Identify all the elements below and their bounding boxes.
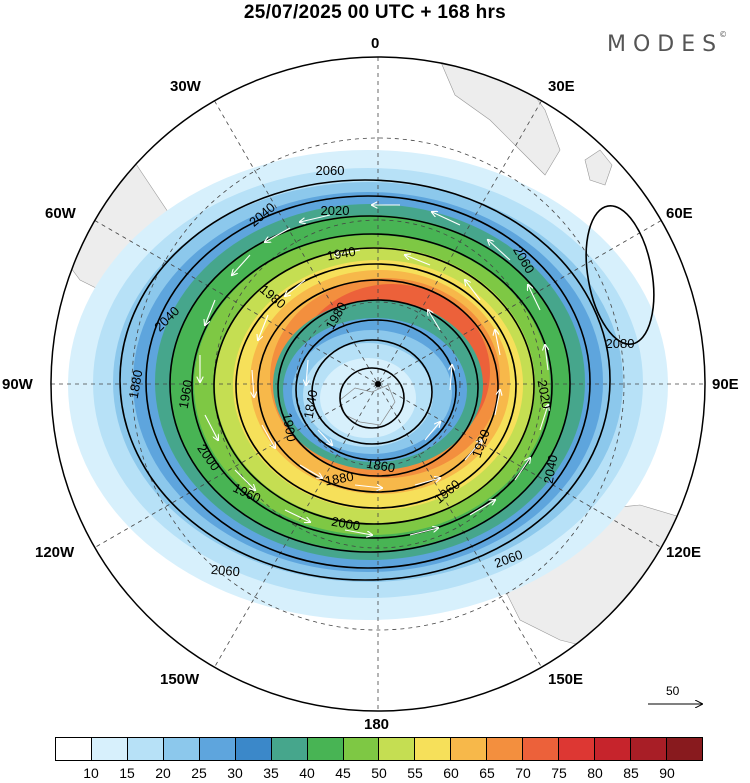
colorbar-swatch [487,738,524,760]
contour-label: 1940 [326,244,357,264]
colorbar-tick-label: 35 [263,765,279,781]
lon-label-180: 180 [364,716,390,733]
contour-label: 2020 [535,379,555,410]
colorbar-swatch [343,738,380,760]
contour-label: 2040 [541,454,561,485]
colorbar-tick-label: 85 [623,765,639,781]
colorbar-swatch [559,738,596,760]
vector-scale-label: 50 [666,684,680,698]
colorbar-tick-label: 50 [371,765,387,781]
antarctica-coast [339,384,396,426]
colorbar [55,737,703,761]
colorbar-tick-label: 65 [479,765,495,781]
contour-label: 2060 [316,163,345,178]
colorbar-swatch [523,738,560,760]
colorbar-tick-label: 30 [227,765,243,781]
colorbar-swatch [163,738,200,760]
land-madagascar [584,149,613,186]
colorbar-tick-label: 25 [191,765,207,781]
colorbar-tick-label: 45 [335,765,351,781]
colorbar-tick-label: 70 [515,765,531,781]
contour-label: 1880 [126,369,146,400]
lon-label-60e: 60E [666,205,693,222]
colorbar-swatch [235,738,272,760]
contour-label: 1840 [301,389,321,420]
contour-label: 1960 [176,379,196,410]
logo-copyright-mark: © [719,30,728,39]
lon-label-60w: 60W [45,205,76,222]
contour-label: 1900 [280,412,300,443]
colorbar-tick-label: 55 [407,765,423,781]
colorbar-swatch [307,738,344,760]
contour-label: 2020 [321,203,350,218]
wind-vectors [200,205,548,535]
colorbar-swatch [127,738,164,760]
colorbar-tick-label: 20 [155,765,171,781]
colorbar-tick-label: 15 [119,765,135,781]
contour-label: 2080 [606,336,635,351]
map-border [50,56,706,712]
lon-label-150w: 150W [160,671,200,688]
colorbar-tick-label: 90 [659,765,675,781]
lon-label-120w: 120W [35,544,75,561]
colorbar-tick-label: 40 [299,765,315,781]
colorbar-swatch [379,738,416,760]
height-contours [119,179,655,581]
vector-scale: 50 [648,684,708,714]
contour-label: 2000 [330,514,361,534]
lon-label-90w: 90W [2,376,33,393]
logo-text: MODES [607,32,724,57]
lon-label-0: 0 [371,35,380,52]
colorbar-swatch [631,738,667,760]
colorbar-swatch [666,738,702,760]
modes-logo: MODES© [607,30,731,57]
colorbar-tick-label: 60 [443,765,459,781]
map-title: 25/07/2025 00 UTC + 168 hrs [243,2,507,23]
lon-label-120e: 120E [666,544,702,561]
colorbar-swatch [91,738,128,760]
colorbar-tick-label: 10 [83,765,99,781]
colorbar-ticks: 10 15 20 25 30 35 40 45 50 55 60 65 70 75 80 85 90 [55,765,703,783]
lon-label-30w: 30W [170,78,201,95]
lon-label-150e: 150E [548,671,584,688]
contour-label: 1860 [365,456,396,476]
colorbar-swatch [56,738,92,760]
colorbar-swatch [451,738,488,760]
colorbar-tick-label: 80 [587,765,603,781]
vector-scale-arrow [648,684,708,714]
contour-label: 1880 [324,469,355,489]
colorbar-swatch [271,738,308,760]
lon-label-30e: 30E [548,78,575,95]
colorbar-tick-label: 75 [551,765,567,781]
contour-label: 2060 [210,562,240,579]
pole-marker [375,381,381,387]
colorbar-swatch [415,738,452,760]
colorbar-swatch [595,738,631,760]
colorbar-swatch [199,738,236,760]
lon-label-90e: 90E [712,376,739,393]
